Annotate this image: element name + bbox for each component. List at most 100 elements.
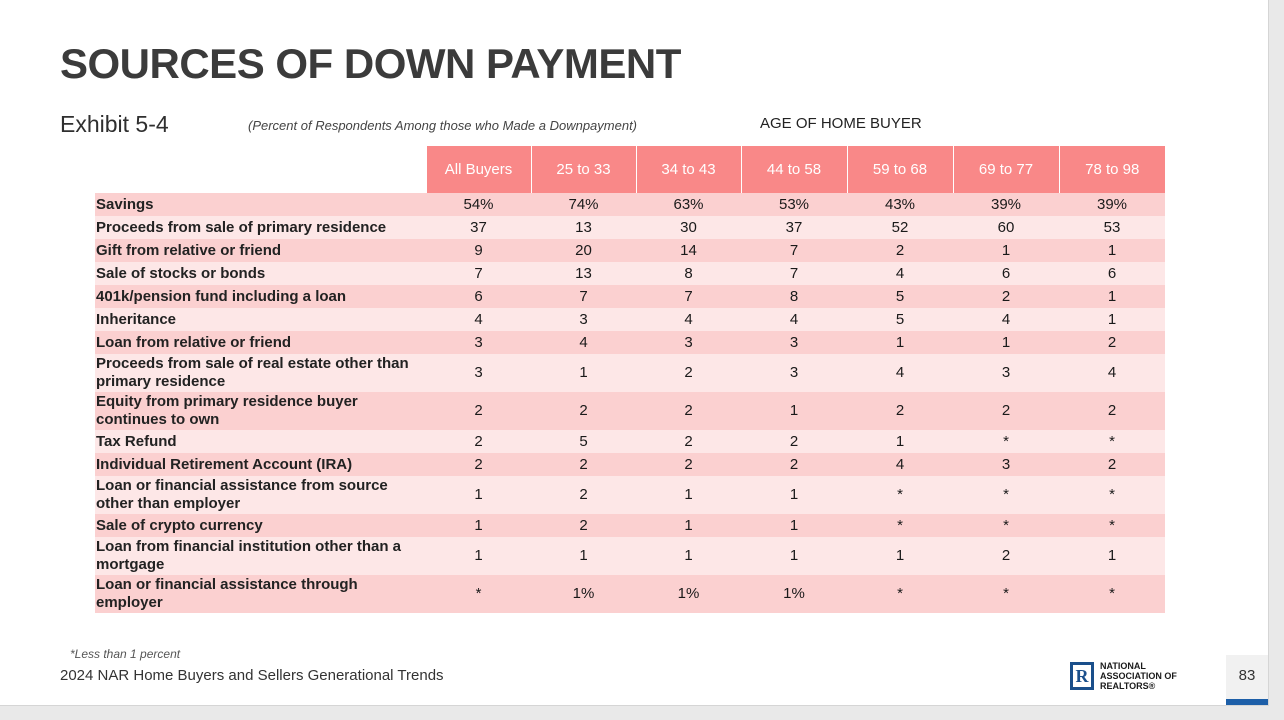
table-row: 401k/pension fund including a loan 6 7 7 8 5 2…: [95, 285, 1165, 308]
row-label: Sale of stocks or bonds: [95, 262, 426, 285]
table-row: Loan or financial assistance through emp…: [95, 575, 1165, 613]
table-cell: 1: [741, 537, 847, 575]
table-cell: *: [847, 476, 953, 514]
header-corner: [95, 146, 426, 193]
table-cell: 5: [531, 430, 636, 453]
row-label: Loan or financial assistance through emp…: [95, 575, 426, 613]
table-cell: 2: [531, 476, 636, 514]
row-label: Gift from relative or friend: [95, 239, 426, 262]
table-cell: 54%: [426, 193, 531, 216]
realtor-r-icon: R: [1070, 662, 1094, 690]
table-cell: 3: [426, 331, 531, 354]
table-cell: 8: [636, 262, 741, 285]
table-cell: 1: [636, 476, 741, 514]
table-cell: 1: [531, 354, 636, 392]
row-label: Inheritance: [95, 308, 426, 331]
table-row: Proceeds from sale of primary residence 3…: [95, 216, 1165, 239]
table-cell: 2: [636, 392, 741, 430]
nar-logo: R NATIONAL ASSOCIATION OF REALTORS®: [1070, 661, 1190, 691]
logo-line-3: REALTORS®: [1100, 681, 1156, 691]
table-cell: 30: [636, 216, 741, 239]
table-cell: 37: [426, 216, 531, 239]
table-cell: 4: [741, 308, 847, 331]
table-cell: 2: [531, 453, 636, 476]
table-cell: 2: [531, 392, 636, 430]
page-title: SOURCES OF DOWN PAYMENT: [60, 40, 681, 87]
row-label: Loan from relative or friend: [95, 331, 426, 354]
table-cell: 2: [953, 537, 1059, 575]
column-header: 34 to 43: [635, 146, 741, 193]
table-cell: 2: [636, 453, 741, 476]
table-row: Gift from relative or friend 9 20 14 7 2 1 1: [95, 239, 1165, 262]
table-cell: 2: [1059, 392, 1165, 430]
table-cell: *: [1059, 430, 1165, 453]
table-cell: 4: [531, 331, 636, 354]
row-label: Sale of crypto currency: [95, 514, 426, 537]
table-cell: 1%: [636, 575, 741, 613]
column-header: 78 to 98: [1058, 146, 1165, 193]
table-cell: *: [847, 514, 953, 537]
row-label: Individual Retirement Account (IRA): [95, 453, 426, 476]
source-line: 2024 NAR Home Buyers and Sellers Generat…: [60, 667, 444, 684]
table-row: Proceeds from sale of real estate other …: [95, 354, 1165, 392]
table-cell: 53: [1059, 216, 1165, 239]
row-label: Proceeds from sale of primary residence: [95, 216, 426, 239]
table-cell: 1: [847, 331, 953, 354]
table-cell: 3: [636, 331, 741, 354]
table-cell: 7: [531, 285, 636, 308]
table-cell: 4: [1059, 354, 1165, 392]
table-cell: 1: [741, 514, 847, 537]
table-cell: 13: [531, 262, 636, 285]
table-cell: 8: [741, 285, 847, 308]
table-cell: 20: [531, 239, 636, 262]
row-label: Equity from primary residence buyer cont…: [95, 392, 426, 430]
table-cell: 4: [847, 262, 953, 285]
table-cell: 39%: [953, 193, 1059, 216]
table-cell: *: [953, 476, 1059, 514]
table-cell: 2: [1059, 453, 1165, 476]
table-cell: 1: [953, 239, 1059, 262]
page-number: 83: [1238, 667, 1256, 684]
table-row: Loan from relative or friend 3 4 3 3 1 1 2: [95, 331, 1165, 354]
table-cell: 52: [847, 216, 953, 239]
table-cell: 4: [426, 308, 531, 331]
table-cell: 2: [847, 239, 953, 262]
table-cell: 6: [1059, 262, 1165, 285]
table-cell: 1: [531, 537, 636, 575]
table-cell: 3: [531, 308, 636, 331]
page-accent-bar: [1226, 699, 1268, 705]
table-cell: 1: [953, 331, 1059, 354]
table-row: Savings 54% 74% 63% 53% 43% 39% 39%: [95, 193, 1165, 216]
table-row: Loan or financial assistance from source…: [95, 476, 1165, 514]
table-cell: 9: [426, 239, 531, 262]
table-cell: 4: [953, 308, 1059, 331]
column-header: 44 to 58: [740, 146, 847, 193]
table-cell: 3: [741, 331, 847, 354]
table-cell: 1%: [531, 575, 636, 613]
table-cell: 1: [1059, 239, 1165, 262]
table-header-row: All Buyers 25 to 33 34 to 43 44 to 58 59 to …: [95, 146, 1165, 193]
table-cell: 14: [636, 239, 741, 262]
table-cell: 1: [741, 392, 847, 430]
table-cell: 4: [636, 308, 741, 331]
table-cell: 6: [953, 262, 1059, 285]
table-row: Loan from financial institution other th…: [95, 537, 1165, 575]
down-payment-table: All Buyers 25 to 33 34 to 43 44 to 58 59 to …: [95, 146, 1165, 613]
table-cell: 37: [741, 216, 847, 239]
table-cell: 1: [426, 514, 531, 537]
table-cell: 63%: [636, 193, 741, 216]
table-cell: 4: [847, 354, 953, 392]
table-cell: 5: [847, 285, 953, 308]
table-row: Sale of stocks or bonds 7 13 8 7 4 6 6: [95, 262, 1165, 285]
table-cell: 3: [953, 453, 1059, 476]
table-cell: 3: [426, 354, 531, 392]
table-cell: 7: [636, 285, 741, 308]
table-cell: 7: [741, 239, 847, 262]
table-cell: 6: [426, 285, 531, 308]
table-cell: 13: [531, 216, 636, 239]
table-cell: 1: [426, 537, 531, 575]
table-cell: 74%: [531, 193, 636, 216]
table-cell: 43%: [847, 193, 953, 216]
table-cell: 1: [1059, 285, 1165, 308]
logo-line-2: ASSOCIATION OF: [1100, 671, 1177, 681]
